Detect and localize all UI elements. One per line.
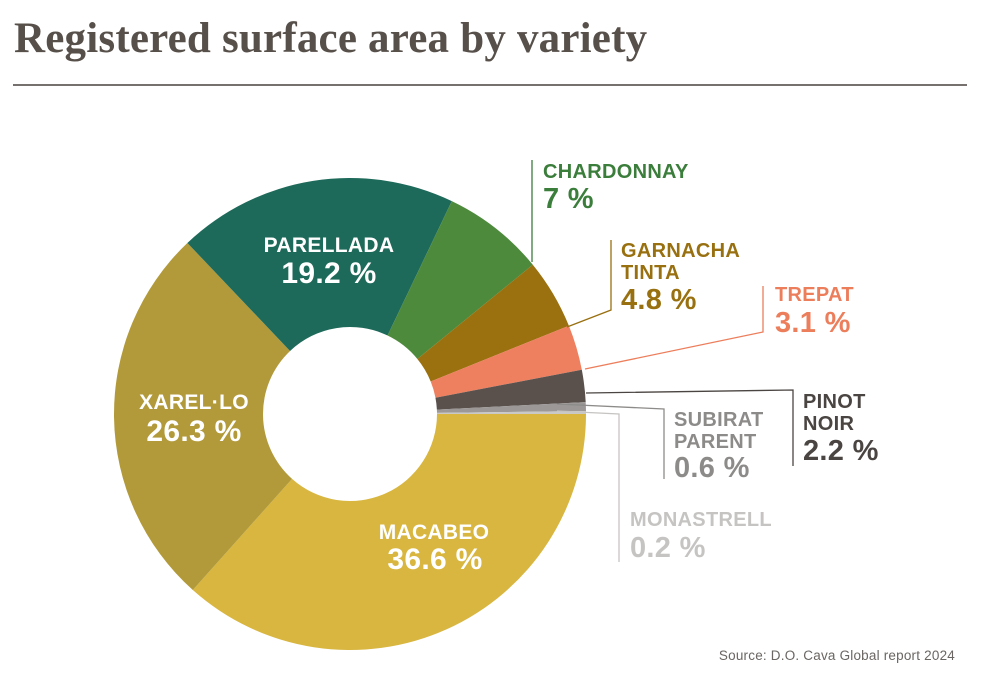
leader-line-trepat xyxy=(584,286,764,370)
label-monastrell-value: 0.2 % xyxy=(630,532,706,564)
label-trepat-value: 3.1 % xyxy=(775,307,851,339)
title-divider xyxy=(13,84,967,86)
label-subirat-name-line1: SUBIRAT xyxy=(674,409,764,431)
label-garnacha-value: 4.8 % xyxy=(621,284,697,316)
label-pinot-noir-name-line2: NOIR xyxy=(803,413,854,435)
inside-slice-labels: MACABEO 36.6 % XAREL·LO 26.3 % PARELLADA… xyxy=(139,234,489,576)
label-garnacha-name-line2: TINTA xyxy=(621,262,680,284)
slice-subirat-parent xyxy=(436,402,586,413)
slice-parellada xyxy=(187,178,452,351)
leader-line-monastrell xyxy=(556,410,620,562)
slice-garnacha-tinta xyxy=(417,264,569,382)
label-macabeo-value: 36.6 % xyxy=(387,543,482,576)
label-chardonnay-name: CHARDONNAY xyxy=(543,161,689,183)
label-monastrell-name: MONASTRELL xyxy=(630,509,772,531)
slice-xarel-lo xyxy=(114,242,293,591)
label-pinot-noir-name-line1: PINOT xyxy=(803,391,866,413)
label-subirat-value: 0.6 % xyxy=(674,452,750,484)
label-garnacha-name-line1: GARNACHA xyxy=(621,240,740,262)
label-xarello-name: XAREL·LO xyxy=(139,391,249,414)
slice-chardonnay xyxy=(387,201,533,359)
slice-monastrell xyxy=(436,411,586,414)
slice-macabeo xyxy=(192,414,586,650)
leader-lines xyxy=(531,160,794,562)
leader-line-pinot-noir xyxy=(585,389,794,466)
leader-line-garnacha-tinta xyxy=(566,240,612,328)
leader-line-subirat-parent xyxy=(556,403,665,479)
label-parellada-name: PARELLADA xyxy=(264,234,395,257)
label-pinot-noir-value: 2.2 % xyxy=(803,435,879,467)
label-macabeo-name: MACABEO xyxy=(379,521,490,544)
page-title: Registered surface area by variety xyxy=(14,15,648,62)
label-chardonnay-value: 7 % xyxy=(543,183,594,215)
label-xarello-value: 26.3 % xyxy=(146,415,241,448)
slice-pinot-noir xyxy=(435,369,586,410)
label-parellada-value: 19.2 % xyxy=(281,257,376,290)
donut-slices xyxy=(114,178,586,650)
label-trepat-name: TREPAT xyxy=(775,284,854,306)
source-note: Source: D.O. Cava Global report 2024 xyxy=(718,648,955,663)
callout-labels: CHARDONNAY 7 % GARNACHA TINTA 4.8 % TREP… xyxy=(543,161,879,564)
label-subirat-name-line2: PARENT xyxy=(674,431,757,453)
slice-trepat xyxy=(430,325,582,398)
